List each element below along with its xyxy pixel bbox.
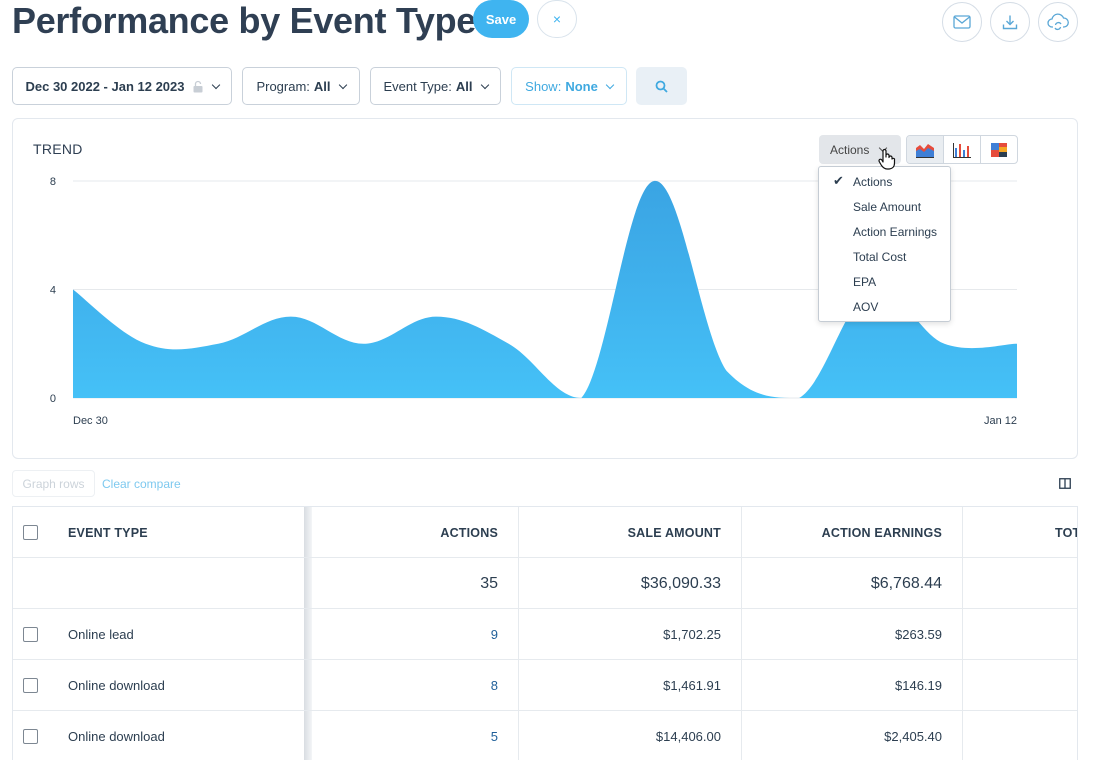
select-all-checkbox[interactable] bbox=[23, 525, 38, 540]
program-filter[interactable]: Program: All bbox=[242, 67, 360, 105]
download-icon bbox=[1002, 15, 1018, 30]
metric-option-label: Actions bbox=[853, 174, 893, 189]
row-checkbox[interactable] bbox=[23, 729, 38, 744]
heatmap-chart-button[interactable] bbox=[981, 136, 1017, 163]
metric-option[interactable]: EPA bbox=[819, 269, 950, 294]
sale-amount-cell: $1,702.25 bbox=[663, 627, 721, 642]
metric-option-label: EPA bbox=[853, 274, 877, 289]
metric-option-label: AOV bbox=[853, 299, 879, 314]
close-button[interactable]: × bbox=[537, 0, 577, 38]
action-earnings-cell: $2,405.40 bbox=[884, 729, 942, 744]
metric-option-label: Sale Amount bbox=[853, 199, 922, 214]
event-type-label: Event Type: bbox=[383, 78, 452, 94]
metric-selected: Actions bbox=[830, 142, 870, 157]
total-action-earnings: $6,768.44 bbox=[870, 574, 942, 592]
event-type-cell: Online download bbox=[68, 678, 165, 693]
table-row: Online download 5 $14,406.00 $2,405.40 bbox=[13, 711, 1077, 760]
metric-dropdown-menu: ✔ Actions Sale Amount Action Earnings Total … bbox=[818, 166, 951, 322]
hand-cursor-icon bbox=[878, 148, 896, 170]
series-area bbox=[73, 180, 1017, 398]
x-tick-label: Dec 30 bbox=[73, 415, 108, 427]
show-label: Show: bbox=[525, 78, 562, 94]
column-header-action-earnings[interactable]: ACTION EARNINGS bbox=[821, 525, 942, 540]
program-value: All bbox=[313, 78, 331, 94]
show-filter[interactable]: Show: None bbox=[511, 67, 627, 105]
bar-chart-button[interactable] bbox=[944, 136, 981, 163]
event-type-cell: Online lead bbox=[68, 627, 134, 642]
lock-icon bbox=[193, 80, 202, 92]
column-header-sale-amount[interactable]: SALE AMOUNT bbox=[627, 525, 721, 540]
cloud-sync-icon bbox=[1047, 13, 1069, 31]
actions-link[interactable]: 9 bbox=[490, 627, 498, 642]
graph-rows-button[interactable]: Graph rows bbox=[12, 470, 95, 497]
action-earnings-cell: $146.19 bbox=[895, 678, 942, 693]
checkmark-icon: ✔ bbox=[833, 173, 844, 188]
show-value: None bbox=[565, 78, 598, 94]
action-earnings-cell: $263.59 bbox=[895, 627, 942, 642]
page-title: Performance by Event Type bbox=[12, 0, 476, 41]
sale-amount-cell: $1,461.91 bbox=[663, 678, 721, 693]
table-row: Online download 8 $1,461.91 $146.19 bbox=[13, 660, 1077, 711]
chart-type-toggle bbox=[906, 135, 1018, 164]
date-range-filter[interactable]: Dec 30 2022 - Jan 12 2023 bbox=[12, 67, 232, 105]
program-label: Program: bbox=[256, 78, 310, 94]
y-tick-label: 8 bbox=[50, 176, 56, 188]
column-header-total-cost[interactable]: TOT bbox=[1055, 525, 1078, 540]
search-button[interactable] bbox=[636, 67, 687, 105]
column-header-event-type[interactable]: EVENT TYPE bbox=[68, 525, 148, 540]
data-table: EVENT TYPE ACTIONS SALE AMOUNT ACTION EA… bbox=[12, 506, 1078, 760]
row-checkbox[interactable] bbox=[23, 627, 38, 642]
metric-option[interactable]: Action Earnings bbox=[819, 219, 950, 244]
metric-option[interactable]: ✔ Actions bbox=[819, 169, 950, 194]
x-tick-label: Jan 12 bbox=[984, 415, 1017, 427]
row-checkbox[interactable] bbox=[23, 678, 38, 693]
metric-option[interactable]: Total Cost bbox=[819, 244, 950, 269]
totals-row: 35 $36,090.33 $6,768.44 bbox=[13, 558, 1077, 609]
actions-link[interactable]: 5 bbox=[490, 729, 498, 744]
heatmap-chart-icon bbox=[991, 142, 1007, 157]
event-type-value: All bbox=[455, 78, 473, 94]
metric-option-label: Total Cost bbox=[853, 249, 907, 264]
area-chart-button[interactable] bbox=[907, 136, 944, 163]
y-tick-label: 0 bbox=[50, 393, 56, 405]
sale-amount-cell: $14,406.00 bbox=[655, 729, 721, 744]
metric-option-label: Action Earnings bbox=[853, 224, 938, 239]
event-type-cell: Online download bbox=[68, 729, 165, 744]
actions-link[interactable]: 8 bbox=[490, 678, 498, 693]
email-icon bbox=[953, 15, 971, 29]
metric-option[interactable]: AOV bbox=[819, 294, 950, 319]
frozen-column-divider bbox=[304, 507, 312, 760]
trend-chart: 0 4 8 Dec 30 Jan 12 bbox=[50, 176, 1017, 427]
date-range-value: Dec 30 2022 - Jan 12 2023 bbox=[25, 78, 185, 94]
total-actions: 35 bbox=[480, 574, 498, 592]
y-tick-label: 4 bbox=[50, 285, 56, 297]
column-header-actions[interactable]: ACTIONS bbox=[440, 525, 498, 540]
area-chart-icon bbox=[916, 143, 934, 158]
trend-title: TREND bbox=[33, 141, 83, 157]
metric-option[interactable]: Sale Amount bbox=[819, 194, 950, 219]
email-button[interactable] bbox=[942, 2, 982, 42]
save-button[interactable]: Save bbox=[473, 0, 529, 38]
table-header-row: EVENT TYPE ACTIONS SALE AMOUNT ACTION EA… bbox=[13, 507, 1078, 558]
download-button[interactable] bbox=[990, 2, 1030, 42]
search-icon bbox=[655, 80, 668, 93]
columns-icon[interactable] bbox=[1059, 478, 1071, 489]
bar-chart-icon bbox=[953, 142, 971, 158]
clear-compare-link[interactable]: Clear compare bbox=[102, 477, 181, 491]
event-type-filter[interactable]: Event Type: All bbox=[370, 67, 501, 105]
table-row: Online lead 9 $1,702.25 $263.59 bbox=[13, 609, 1077, 660]
total-sale-amount: $36,090.33 bbox=[640, 574, 721, 592]
cloud-sync-button[interactable] bbox=[1038, 2, 1078, 42]
